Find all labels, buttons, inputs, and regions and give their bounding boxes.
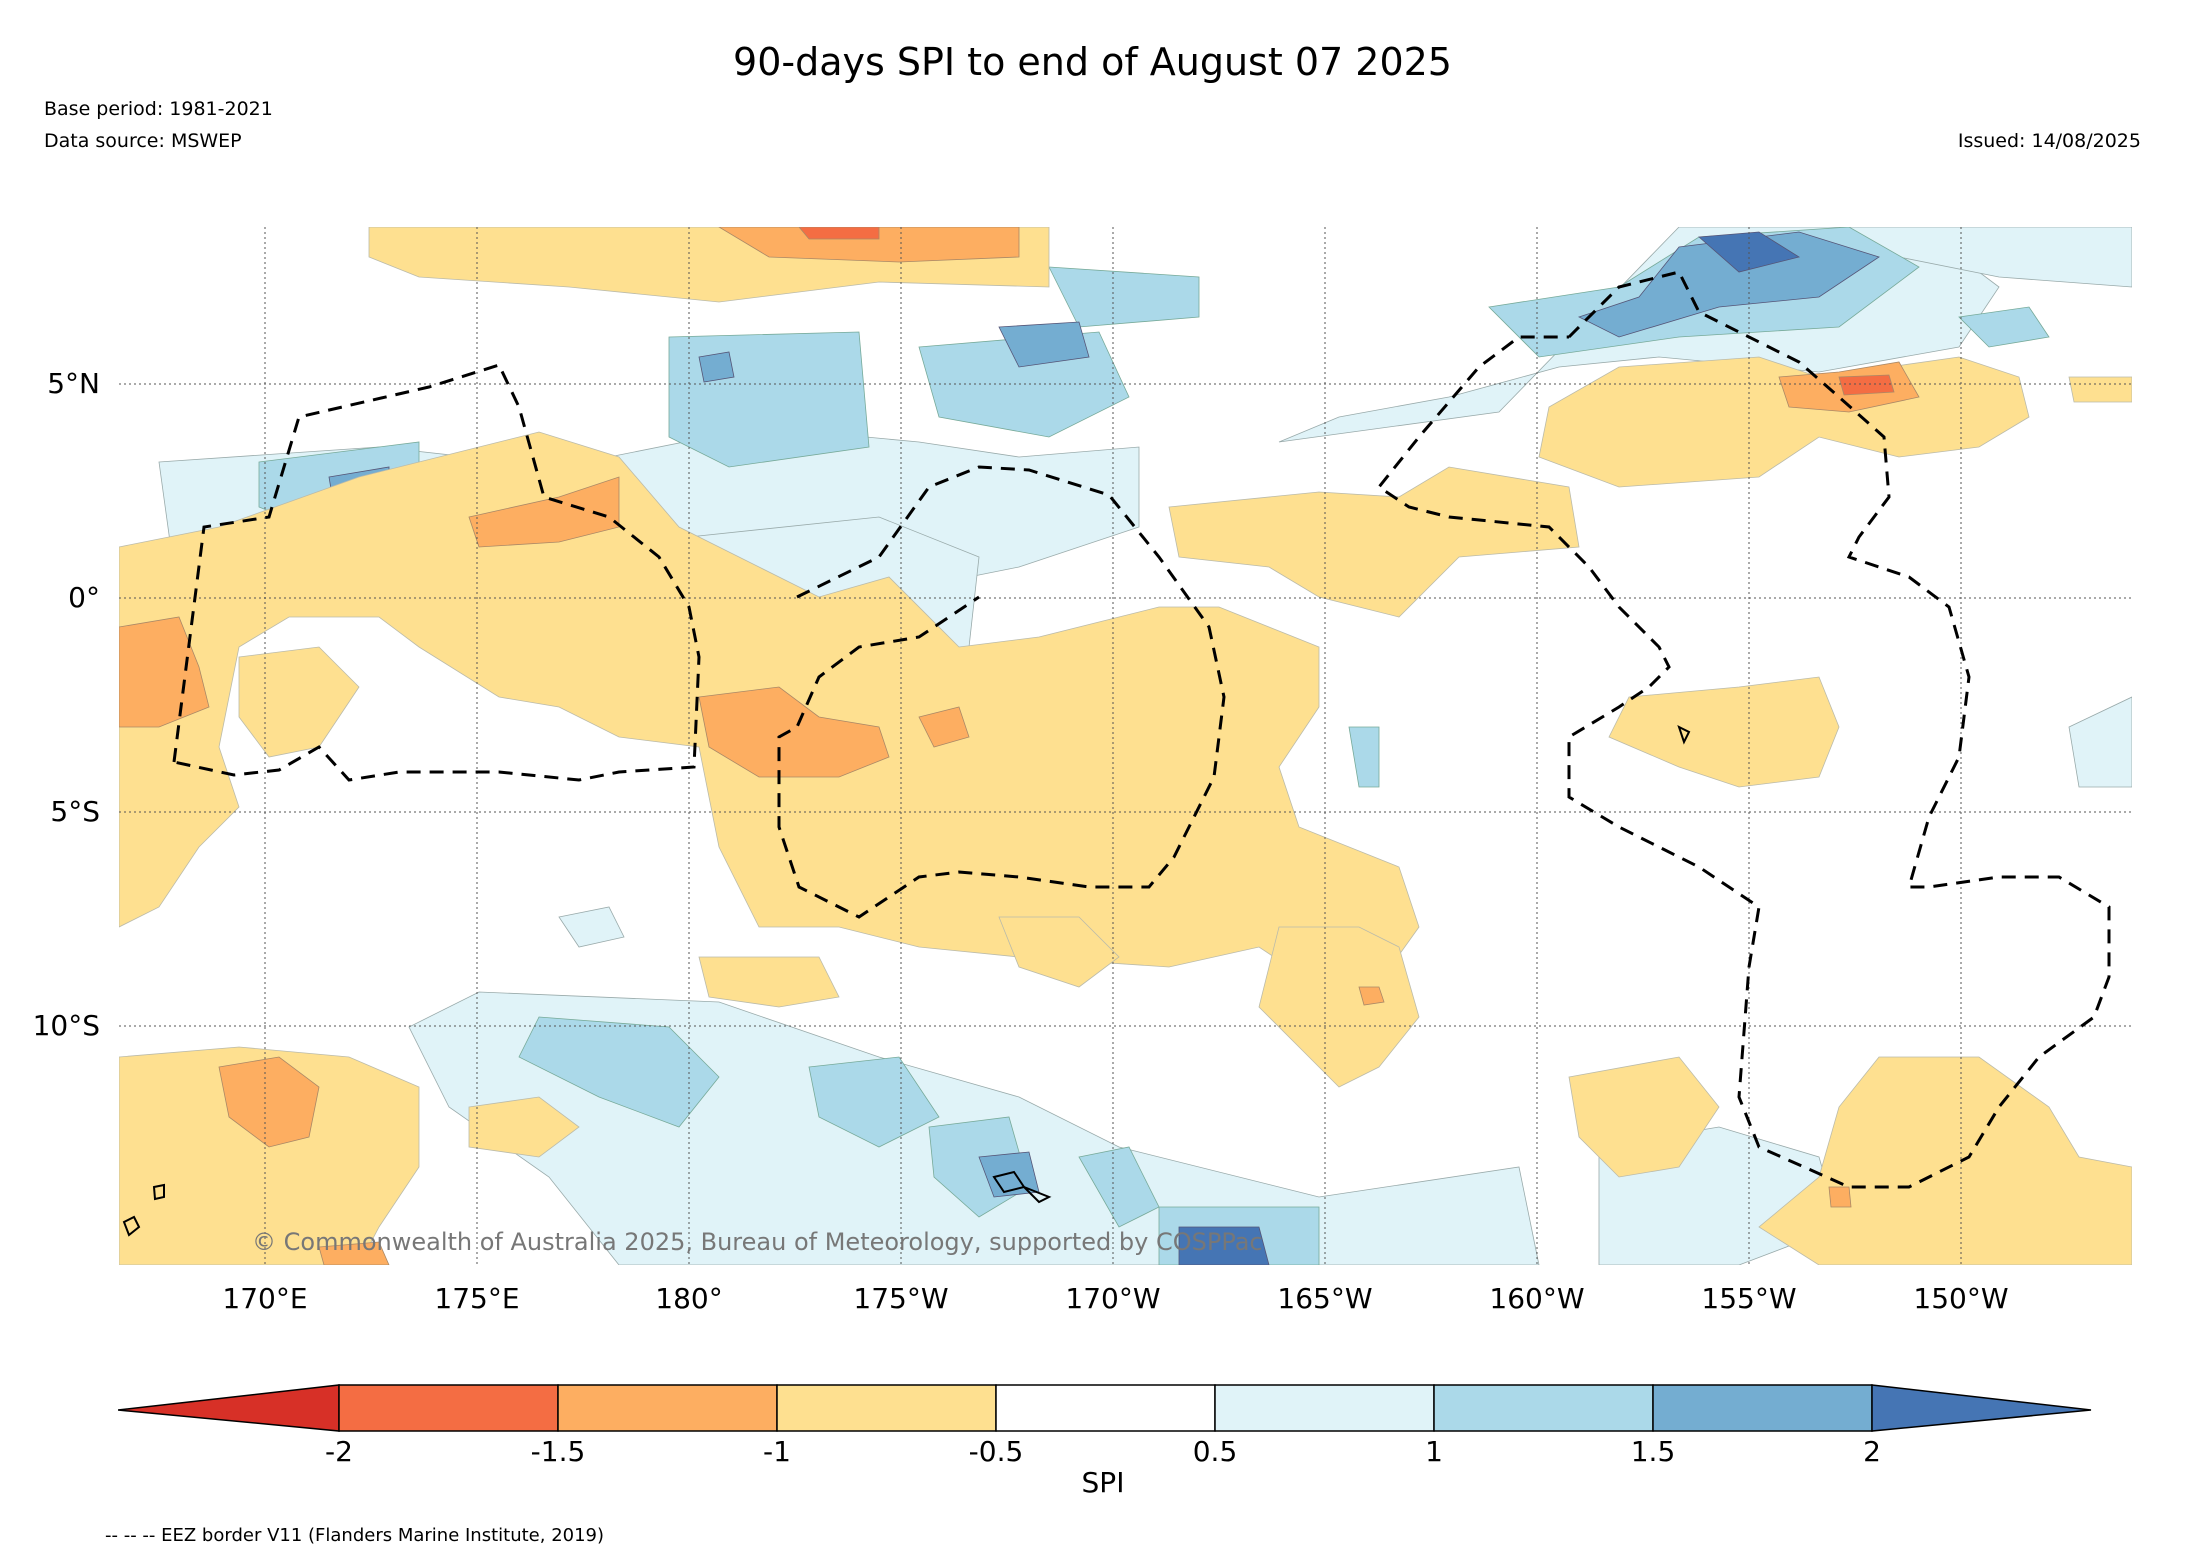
lon-label-175e: 175°E	[434, 1282, 520, 1315]
colorbar-segment-below-minus2	[118, 1384, 340, 1432]
lon-label-165w: 165°W	[1277, 1282, 1373, 1315]
colorbar-label: SPI	[1081, 1466, 1125, 1499]
colorbar-segment-minus1-minus0.5	[776, 1384, 997, 1432]
colorbar-segment-0.5-1	[1214, 1384, 1435, 1432]
lon-label-180: 180°	[655, 1282, 723, 1315]
colorbar-tick: 1	[1425, 1435, 1443, 1468]
lon-label-175w: 175°W	[853, 1282, 949, 1315]
colorbar-segment-minus2-minus1.5	[338, 1384, 559, 1432]
colorbar-segment-1.5-2	[1652, 1384, 1873, 1432]
colorbar-tick: 2	[1863, 1435, 1881, 1468]
lat-label-5n: 5°N	[47, 367, 100, 400]
lon-label-160w: 160°W	[1489, 1282, 1585, 1315]
colorbar-segment-above-2	[1871, 1384, 2092, 1432]
colorbar-tick: -1	[763, 1435, 791, 1468]
colorbar-segment-minus1.5-minus1	[557, 1384, 778, 1432]
lon-label-155w: 155°W	[1701, 1282, 1797, 1315]
issued-date: Issued: 14/08/2025	[1957, 130, 2141, 152]
colorbar-tick: 0.5	[1192, 1435, 1238, 1468]
lat-label-0: 0°	[68, 581, 100, 614]
colorbar-tick: 1.5	[1630, 1435, 1676, 1468]
copyright-watermark: © Commonwealth of Australia 2025, Bureau…	[252, 1228, 1263, 1256]
colorbar-tick: -0.5	[968, 1435, 1024, 1468]
spi-colorbar	[118, 1384, 2092, 1432]
island-outlines	[122, 725, 1691, 1237]
spi-dry-moderate-regions	[119, 227, 1920, 1265]
colorbar-segment-1-1.5	[1433, 1384, 1654, 1432]
eez-legend-note: -- -- -- EEZ border V11 (Flanders Marine…	[105, 1525, 605, 1546]
map-title: 90-days SPI to end of August 07 2025	[733, 40, 1452, 84]
spi-map-canvas	[119, 227, 2132, 1265]
colorbar-segment-neutral	[995, 1384, 1216, 1432]
eez-borders	[172, 270, 2111, 1189]
lon-label-150w: 150°W	[1913, 1282, 2009, 1315]
base-period: Base period: 1981-2021	[44, 98, 273, 120]
lat-label-10s: 10°S	[32, 1009, 100, 1042]
lon-label-170w: 170°W	[1065, 1282, 1161, 1315]
colorbar-tick: -1.5	[530, 1435, 586, 1468]
colorbar-tick: -2	[325, 1435, 353, 1468]
lon-label-170e: 170°E	[222, 1282, 308, 1315]
lat-label-5s: 5°S	[50, 795, 100, 828]
data-source: Data source: MSWEP	[44, 130, 242, 152]
graticule	[119, 227, 2132, 1265]
spi-map	[119, 227, 2132, 1265]
